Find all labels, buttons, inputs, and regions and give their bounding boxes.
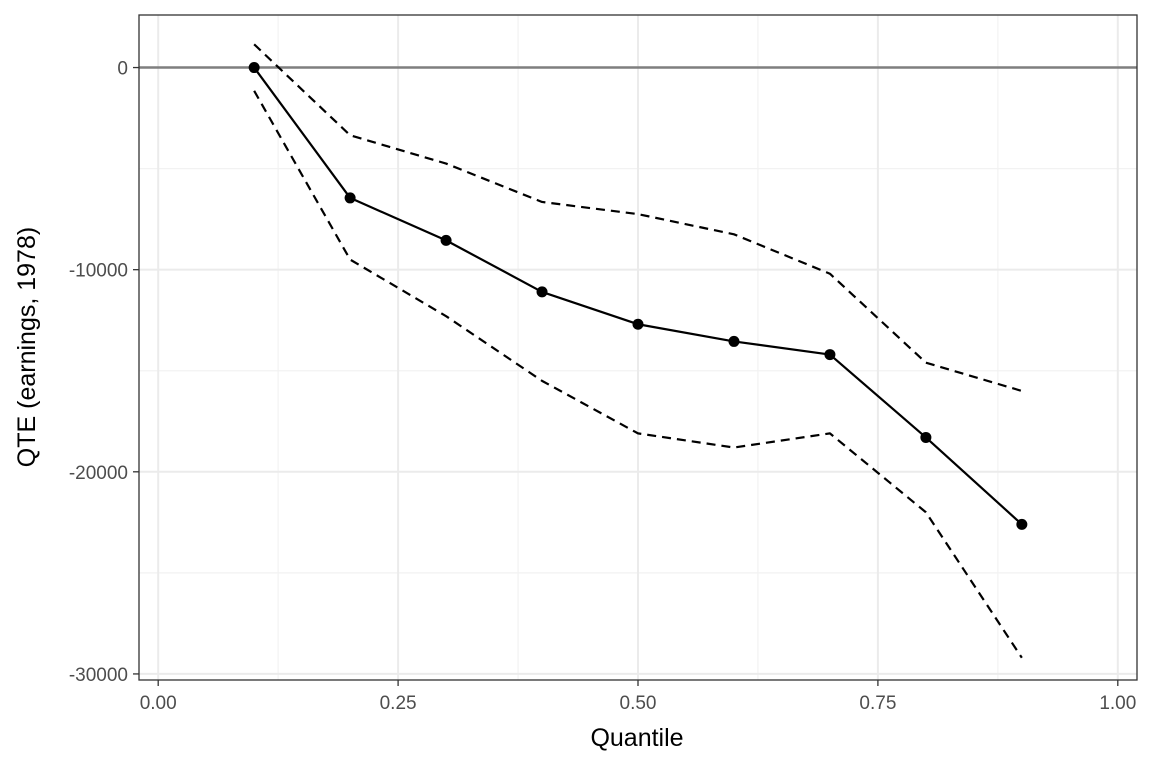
qte-point bbox=[728, 335, 740, 347]
qte-point bbox=[1016, 518, 1028, 530]
qte-point bbox=[632, 318, 644, 330]
y-axis-title: QTE (earnings, 1978) bbox=[13, 227, 41, 467]
y-tick-label: -10000 bbox=[69, 261, 128, 282]
qte-point bbox=[536, 286, 548, 298]
plot-panel bbox=[138, 14, 1138, 681]
x-tick-label: 0.75 bbox=[859, 693, 896, 714]
qte-point bbox=[920, 431, 932, 443]
y-tick-label: 0 bbox=[117, 59, 128, 80]
y-axis: 0 -10000 -20000 -30000 bbox=[69, 59, 139, 686]
x-axis-title: Quantile bbox=[590, 724, 683, 752]
y-tick-label: -30000 bbox=[69, 665, 128, 686]
qte-point bbox=[824, 349, 836, 361]
qte-point bbox=[440, 234, 452, 246]
qte-point bbox=[344, 192, 356, 204]
x-tick-label: 0.50 bbox=[620, 693, 657, 714]
upper-ci-line bbox=[253, 43, 1023, 393]
x-tick-label: 1.00 bbox=[1099, 693, 1136, 714]
x-axis: 0.00 0.25 0.50 0.75 1.00 bbox=[140, 680, 1136, 714]
x-tick-label: 0.25 bbox=[380, 693, 417, 714]
lower-ci-line bbox=[253, 90, 1023, 659]
y-tick-label: -20000 bbox=[69, 463, 128, 484]
qte-point bbox=[248, 62, 260, 74]
x-tick-label: 0.00 bbox=[140, 693, 177, 714]
